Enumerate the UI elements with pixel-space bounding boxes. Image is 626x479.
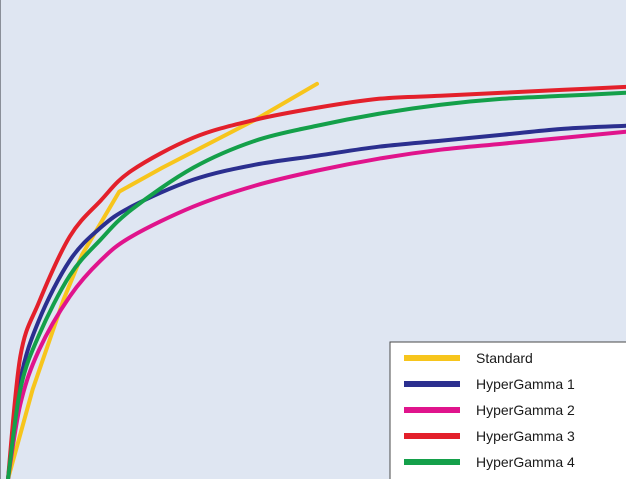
series-line-hypergamma-4 bbox=[6, 90, 626, 479]
legend-swatch bbox=[404, 407, 460, 413]
series-line-hypergamma-2 bbox=[6, 129, 626, 479]
legend-item: HyperGamma 3 bbox=[404, 428, 575, 444]
series-line-hypergamma-3 bbox=[6, 84, 626, 479]
legend-swatch bbox=[404, 433, 460, 439]
legend-label: HyperGamma 3 bbox=[476, 428, 575, 444]
legend-item: HyperGamma 1 bbox=[404, 376, 575, 392]
legend-label: HyperGamma 2 bbox=[476, 402, 575, 418]
legend-item: HyperGamma 2 bbox=[404, 402, 575, 418]
legend-label: HyperGamma 4 bbox=[476, 454, 575, 470]
legend: Standard HyperGamma 1 HyperGamma 2 HyperGam… bbox=[389, 341, 626, 479]
series-layer bbox=[6, 81, 626, 479]
legend-label: HyperGamma 1 bbox=[476, 376, 575, 392]
legend-swatch bbox=[404, 381, 460, 387]
series-line-hypergamma-1 bbox=[6, 123, 626, 479]
series-line-standard bbox=[6, 81, 319, 479]
legend-item: Standard bbox=[404, 350, 533, 366]
legend-label: Standard bbox=[476, 350, 533, 366]
legend-items: Standard HyperGamma 1 HyperGamma 2 HyperGam… bbox=[404, 350, 575, 470]
legend-swatch bbox=[404, 355, 460, 361]
legend-swatch bbox=[404, 459, 460, 465]
legend-item: HyperGamma 4 bbox=[404, 454, 575, 470]
